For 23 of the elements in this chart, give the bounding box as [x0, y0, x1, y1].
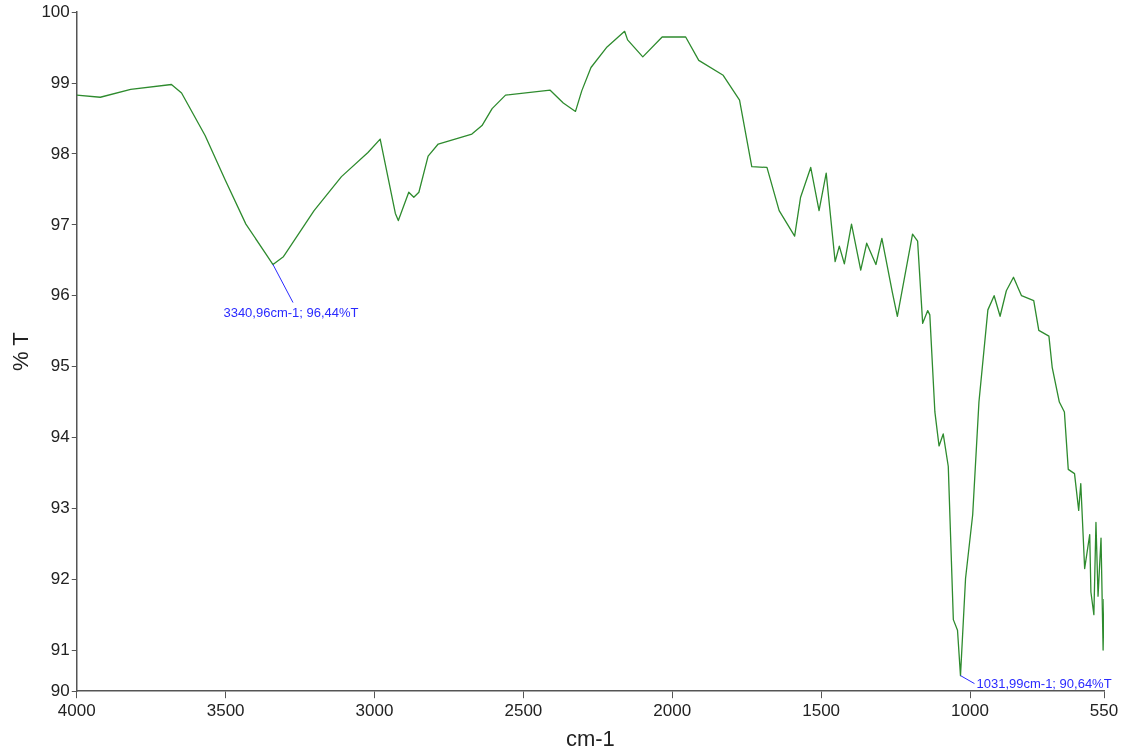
- y-tick-label: 92: [50, 568, 70, 588]
- y-tick-label: 95: [50, 356, 70, 376]
- x-tick-label: 3000: [355, 701, 394, 721]
- y-tick-label: 94: [50, 427, 70, 447]
- x-tick-label: 3500: [206, 701, 245, 721]
- x-tick-label: 550: [1089, 701, 1119, 721]
- y-axis-title: % T: [8, 332, 34, 372]
- y-tick-label: 97: [50, 214, 70, 234]
- y-tick-label: 96: [50, 285, 70, 305]
- x-axis-title: cm-1: [565, 725, 615, 751]
- annotation: 3340,96cm-1; 96,44%T: [223, 304, 359, 320]
- x-tick-label: 4000: [57, 701, 96, 721]
- y-tick-label: 99: [50, 72, 70, 92]
- x-tick-label: 2500: [504, 701, 543, 721]
- y-tick-label: 100: [41, 1, 70, 21]
- y-tick-label: 98: [50, 143, 70, 163]
- x-tick-label: 1000: [951, 701, 989, 721]
- x-tick-label: 1500: [802, 701, 841, 721]
- y-tick-label: 90: [50, 680, 70, 700]
- x-tick-label: 2000: [653, 701, 692, 721]
- y-tick-label: 93: [50, 498, 70, 518]
- y-tick-label: 91: [50, 639, 70, 659]
- annotation: 1031,99cm-1; 90,64%T: [976, 676, 1112, 692]
